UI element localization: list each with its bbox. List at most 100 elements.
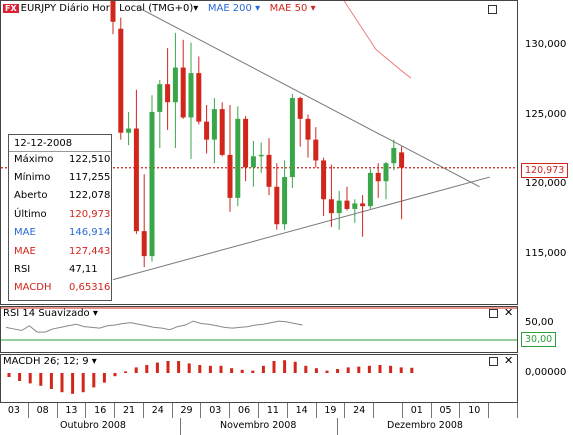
- day-tick-label: 11: [259, 403, 288, 418]
- candle-body: [328, 199, 334, 214]
- info-key: RSI: [14, 264, 31, 275]
- candle-body: [282, 177, 288, 225]
- macdh-chart: [7, 360, 414, 394]
- candle-body: [289, 98, 295, 178]
- rsi-scale[interactable]: 50,00 30,00: [518, 306, 573, 353]
- macdh-bar: [399, 367, 403, 373]
- macdh-bar: [251, 370, 255, 373]
- day-tick-label: 03: [0, 403, 29, 418]
- day-tick-label: [374, 403, 403, 418]
- macdh-bar: [240, 369, 244, 373]
- maximize-rsi-icon[interactable]: [489, 309, 498, 318]
- month-divider: [180, 418, 181, 435]
- time-axis[interactable]: Outubro 2008 Novembro 2008 Dezembro 2008…: [0, 403, 518, 435]
- candle-body: [235, 118, 241, 198]
- close-rsi-icon[interactable]: ✕: [504, 306, 514, 319]
- day-tick-label: 24: [345, 403, 375, 418]
- info-row-high: Máximo 122,510: [14, 154, 110, 169]
- price-tick-label: 130,000: [525, 39, 567, 50]
- info-key: MACDH: [14, 282, 52, 293]
- mae50-line: [343, 1, 412, 79]
- info-key: MAE: [14, 246, 36, 257]
- macdh-bar: [177, 361, 181, 373]
- rsi-chart: [1, 307, 517, 341]
- candle-body: [157, 84, 163, 112]
- info-row-low: Mínimo 117,255: [14, 172, 111, 187]
- info-row-last: Último 120,973: [14, 209, 110, 224]
- close-macdh-icon[interactable]: ✕: [504, 354, 514, 367]
- candle-body: [243, 118, 249, 168]
- macdh-scale[interactable]: 0,00000: [518, 354, 573, 403]
- mae200-dropdown-icon[interactable]: ▾: [255, 3, 261, 14]
- fx-logo-icon: FX: [3, 4, 19, 13]
- macdh-bar: [145, 365, 149, 373]
- day-tick-label: 14: [288, 403, 317, 418]
- macdh-bar: [49, 373, 53, 389]
- price-scale[interactable]: 130,000 125,000 120,000 115,000 120,973: [518, 0, 573, 305]
- info-key: Máximo: [14, 154, 54, 165]
- macdh-bar: [28, 373, 32, 384]
- info-key: MAE: [14, 227, 36, 238]
- trendline-lower: [112, 176, 490, 281]
- day-tick-label: 24: [144, 403, 173, 418]
- info-box: 12-12-2008 Máximo 122,510 Mínimo 117,255 A…: [8, 134, 112, 301]
- info-value: 117,255: [69, 172, 111, 183]
- candlestick-chart[interactable]: [1, 1, 518, 305]
- timeframe-label: Diário Hora Local (TMG+0): [56, 3, 194, 14]
- candle-body: [297, 98, 303, 119]
- candle-body: [258, 154, 264, 157]
- info-row-mae200: MAE 146,914: [14, 227, 110, 242]
- month-label-november: Novembro 2008: [220, 420, 297, 431]
- macdh-bar: [325, 370, 329, 373]
- rsi-pane[interactable]: RSI 14 Suavizado ▾: [0, 306, 518, 353]
- macdh-bar: [81, 373, 85, 393]
- candle-body: [172, 67, 178, 103]
- candle-body: [211, 109, 217, 140]
- day-tick-label: 08: [29, 403, 58, 418]
- mae200-legend[interactable]: MAE 200: [207, 3, 252, 14]
- trendline-upper: [136, 6, 480, 188]
- candle-body: [180, 67, 186, 118]
- info-key: Último: [14, 209, 47, 220]
- rsi-header: RSI 14 Suavizado ▾: [3, 308, 98, 319]
- macdh-bar: [272, 361, 276, 373]
- price-chart-pane[interactable]: FX EURJPY Diário Hora Local (TMG+0)▾ MAE …: [0, 0, 518, 305]
- candle-body: [204, 121, 210, 140]
- info-divider: [9, 151, 111, 152]
- mae50-dropdown-icon[interactable]: ▾: [310, 3, 316, 14]
- symbol-dropdown-icon[interactable]: ▾: [193, 3, 199, 14]
- macdh-bar: [378, 365, 382, 373]
- macdh-bar: [314, 368, 318, 373]
- macdh-bar: [113, 373, 117, 377]
- candle-body: [336, 200, 342, 214]
- macdh-dropdown-icon[interactable]: ▾: [91, 356, 97, 367]
- chart-header: FX EURJPY Diário Hora Local (TMG+0)▾ MAE …: [3, 3, 316, 14]
- macdh-pane[interactable]: MACDH 26; 12; 9 ▾: [0, 354, 518, 403]
- maximize-pane-icon[interactable]: [488, 5, 497, 14]
- candle-body: [352, 203, 358, 209]
- candle-body: [196, 73, 202, 122]
- day-tick-label: 05: [432, 403, 461, 418]
- rsi-dropdown-icon[interactable]: ▾: [92, 308, 98, 319]
- candle-body: [313, 139, 319, 161]
- month-label-october: Outubro 2008: [60, 420, 126, 431]
- mae50-legend[interactable]: MAE 50: [269, 3, 308, 14]
- rsi-line: [5, 320, 303, 333]
- candle-body: [274, 186, 280, 225]
- candle-body: [391, 147, 397, 164]
- macdh-bar: [92, 373, 96, 388]
- day-tick-label: 13: [58, 403, 87, 418]
- maximize-macdh-icon[interactable]: [489, 357, 498, 366]
- macdh-bar: [71, 373, 75, 394]
- info-row-mae50: MAE 127,443: [14, 246, 110, 261]
- info-row-open: Aberto 122,078: [14, 190, 110, 205]
- rsi-label[interactable]: RSI 14 Suavizado: [3, 308, 90, 319]
- macdh-label[interactable]: MACDH 26; 12; 9: [3, 356, 89, 367]
- symbol-label: EURJPY: [20, 3, 57, 14]
- candle-body: [344, 200, 350, 209]
- info-value: 0,65316: [69, 282, 111, 293]
- price-tick-label: 125,000: [525, 109, 567, 120]
- day-tick-label: 19: [317, 403, 346, 418]
- macdh-bar: [410, 367, 414, 373]
- day-tick-label: 03: [201, 403, 231, 418]
